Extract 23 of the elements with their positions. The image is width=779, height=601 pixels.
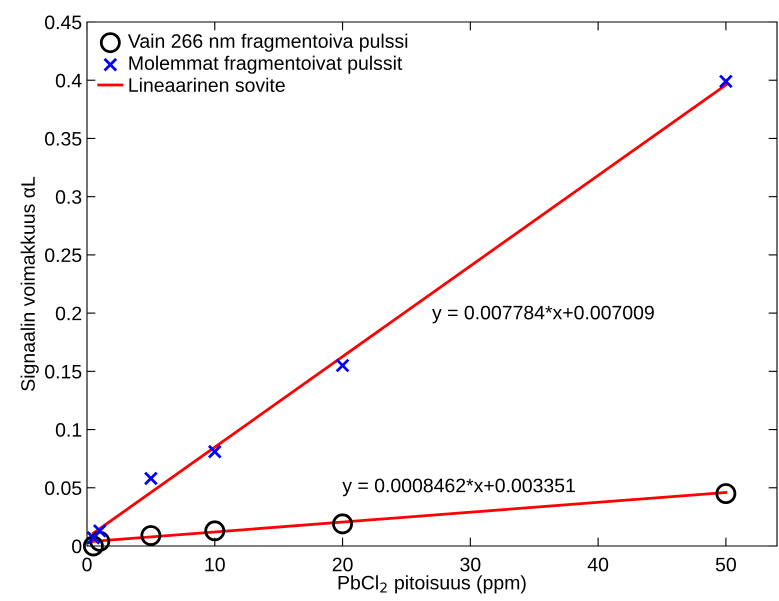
legend-label: Molemmat fragmentoivat pulssit	[129, 56, 402, 74]
x-tick-label: 20	[332, 558, 353, 572]
annotation: y = 0.0008462*x+0.003351	[342, 478, 575, 496]
x-tick-label: 10	[205, 558, 225, 572]
y-tick-label: 0.15	[45, 364, 82, 379]
y-tick-label: 0.25	[45, 248, 82, 262]
y-tick-label: 0.45	[45, 15, 82, 30]
y-tick-label: 0.2	[56, 306, 82, 320]
x-tick-label: 30	[460, 558, 480, 572]
legend-label: Vain 266 nm fragmentoiva pulssi	[128, 34, 408, 52]
y-axis-title: Signaalin voimakkuus αL	[20, 176, 39, 391]
x-axis-title: PbCl$_{2}$ pitoisuus (ppm)	[338, 575, 526, 594]
y-tick-label: 0.3	[56, 190, 82, 204]
legend-label: Lineaarinen sovite	[129, 78, 285, 92]
y-tick-label: 0.4	[56, 74, 82, 88]
y-tick-label: 0.05	[45, 481, 82, 496]
y-tick-label: 0.35	[45, 132, 82, 146]
y-tick-label: 0	[72, 539, 82, 554]
y-tick-label: 0.1	[56, 423, 82, 437]
x-tick-label: 50	[716, 558, 736, 572]
annotation: y = 0.007784*x+0.007009	[432, 306, 654, 324]
x-tick-label: 0	[82, 558, 92, 572]
x-tick-label: 40	[588, 558, 608, 572]
